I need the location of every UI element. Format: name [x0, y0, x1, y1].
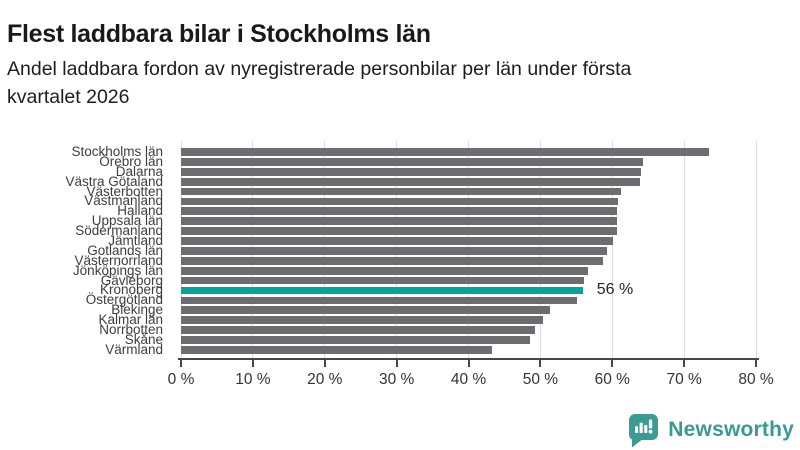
y-axis-label: Värmland — [105, 341, 163, 357]
bar — [181, 207, 618, 216]
bar — [181, 177, 640, 186]
x-tick-label: 70 % — [666, 371, 702, 388]
x-tick-label: 20 % — [307, 371, 343, 388]
y-axis-label: Västerbotten — [86, 183, 163, 199]
bar — [181, 306, 551, 315]
x-tick-label: 0 % — [167, 371, 195, 388]
bar — [181, 227, 617, 235]
y-axis-label: Östergötland — [85, 292, 163, 308]
y-axis-label: Blekinge — [111, 302, 163, 318]
bar — [181, 266, 588, 275]
bar-highlighted — [181, 286, 583, 295]
x-tick — [467, 357, 470, 367]
bar — [181, 167, 641, 176]
x-tick — [395, 357, 398, 367]
y-axis-label: Västra Götaland — [65, 173, 163, 189]
y-axis-label: Västmanland — [84, 193, 163, 209]
bar — [181, 237, 613, 245]
x-tick — [180, 357, 182, 367]
bar — [181, 158, 644, 166]
y-axis-label: Örebro län — [99, 153, 163, 169]
bar-chart-speech-bubble-icon — [628, 413, 659, 448]
y-axis-label: Gotlands län — [87, 242, 163, 258]
y-axis-label: Uppsala län — [91, 213, 163, 229]
bar — [181, 336, 531, 344]
x-tick-label: 30 % — [378, 371, 415, 388]
y-axis-label: Kalmar län — [98, 312, 163, 328]
x-tick-label: 10 % — [235, 371, 271, 388]
chart-subtitle-line-2: kvartalet 2026 — [7, 85, 130, 108]
y-axis-label: Halland — [117, 203, 163, 219]
y-axis-label: Dalarna — [115, 163, 163, 179]
bar — [181, 296, 578, 305]
y-axis-label: Jämtland — [108, 233, 163, 248]
brand-name: Newsworthy — [668, 418, 794, 441]
x-tick — [755, 357, 757, 367]
y-axis-label: Kronoberg — [99, 282, 163, 298]
bar — [181, 148, 709, 156]
value-annotation: 56 % — [596, 280, 634, 298]
x-tick-label: 50 % — [522, 371, 559, 388]
chart-title: Flest laddbara bilar i Stockholms län — [7, 19, 431, 48]
bar — [181, 316, 544, 324]
bar — [181, 197, 618, 206]
gridline — [755, 141, 757, 358]
x-tick-label: 80 % — [738, 371, 774, 388]
gridline — [683, 141, 685, 358]
y-axis-label: Södermanland — [75, 223, 163, 239]
chart-subtitle: Andel laddbara fordon av nyregistrerade … — [7, 56, 795, 111]
bar — [181, 326, 535, 334]
x-tick — [251, 357, 254, 367]
x-tick-label: 60 % — [594, 371, 630, 388]
bar — [181, 217, 618, 226]
y-axis-label: Gävleborg — [100, 272, 163, 288]
gridline — [611, 141, 613, 358]
x-tick — [611, 357, 614, 367]
newsworthy-logo: Newsworthy — [628, 411, 794, 449]
y-axis-label: Västernorrland — [74, 252, 163, 268]
bar — [181, 276, 585, 285]
bar — [181, 256, 603, 265]
x-tick — [539, 357, 542, 367]
bar — [181, 345, 493, 354]
chart-subtitle-line-1: Andel laddbara fordon av nyregistrerade … — [7, 58, 632, 80]
bar — [181, 247, 608, 255]
x-tick — [323, 357, 326, 367]
bar — [181, 187, 621, 196]
y-axis-label: Skåne — [124, 331, 163, 347]
x-tick — [683, 357, 686, 367]
y-axis-label: Jönköpings län — [72, 262, 163, 278]
x-tick-label: 40 % — [450, 371, 487, 388]
y-axis-label: Norrbotten — [99, 322, 163, 338]
y-axis-label: Stockholms län — [71, 144, 163, 159]
